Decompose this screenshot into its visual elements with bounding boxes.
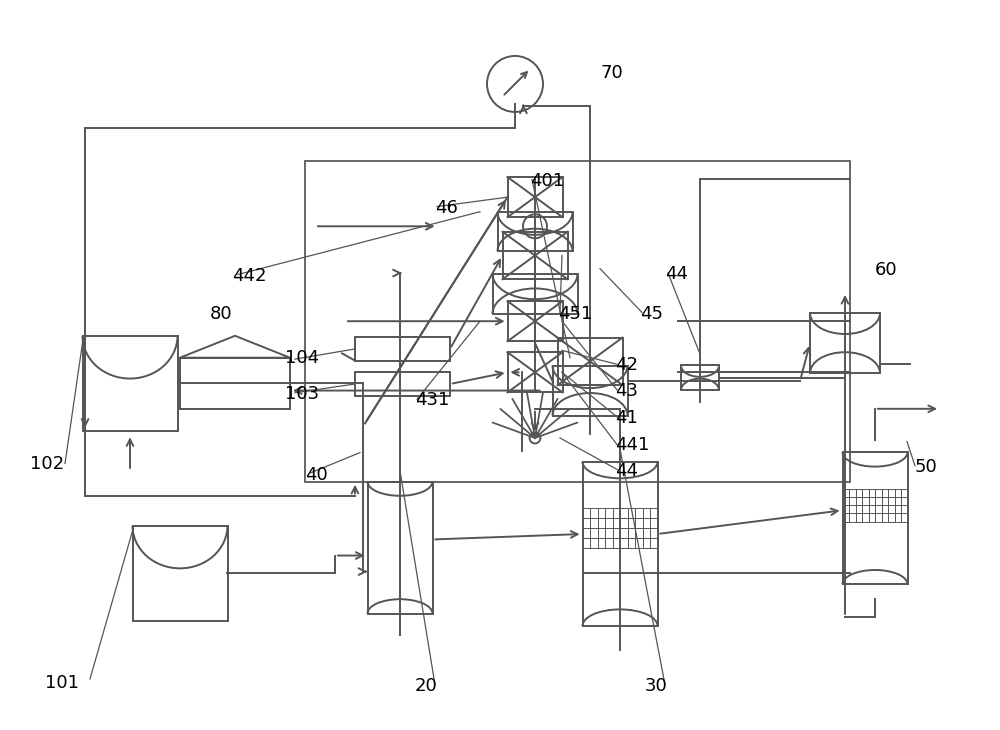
Text: 80: 80: [210, 305, 233, 323]
Text: 441: 441: [615, 437, 649, 454]
Text: 103: 103: [285, 385, 319, 403]
Text: 50: 50: [915, 458, 938, 476]
Bar: [842, 453, 908, 584]
Text: 401: 401: [530, 172, 564, 190]
Bar: [82, 336, 178, 431]
Text: 60: 60: [875, 261, 898, 279]
Text: 45: 45: [640, 305, 663, 323]
Text: 101: 101: [45, 674, 79, 691]
Bar: [810, 313, 880, 373]
Bar: [493, 274, 578, 314]
Text: 102: 102: [30, 455, 64, 472]
Text: 41: 41: [615, 409, 638, 426]
Text: 70: 70: [600, 64, 623, 82]
Text: 42: 42: [615, 356, 638, 374]
Text: 40: 40: [305, 466, 328, 483]
Bar: [552, 366, 628, 415]
Text: 442: 442: [232, 267, 266, 285]
Text: 44: 44: [615, 462, 638, 480]
Text: 451: 451: [558, 305, 592, 323]
Bar: [355, 337, 450, 361]
Text: 20: 20: [415, 677, 438, 695]
Bar: [498, 212, 572, 251]
Bar: [355, 372, 450, 396]
Bar: [558, 337, 622, 385]
Text: 43: 43: [615, 382, 638, 399]
Bar: [681, 366, 719, 390]
Bar: [503, 232, 568, 280]
Text: 46: 46: [435, 199, 458, 217]
Bar: [508, 301, 562, 341]
Text: 431: 431: [415, 391, 449, 409]
Bar: [305, 161, 850, 482]
Bar: [180, 358, 290, 409]
Bar: [508, 177, 562, 218]
Bar: [368, 482, 433, 613]
Bar: [582, 462, 658, 626]
Bar: [132, 526, 228, 620]
Bar: [508, 352, 562, 392]
Text: 104: 104: [285, 349, 319, 366]
Text: 30: 30: [645, 677, 668, 695]
Text: 44: 44: [665, 265, 688, 283]
